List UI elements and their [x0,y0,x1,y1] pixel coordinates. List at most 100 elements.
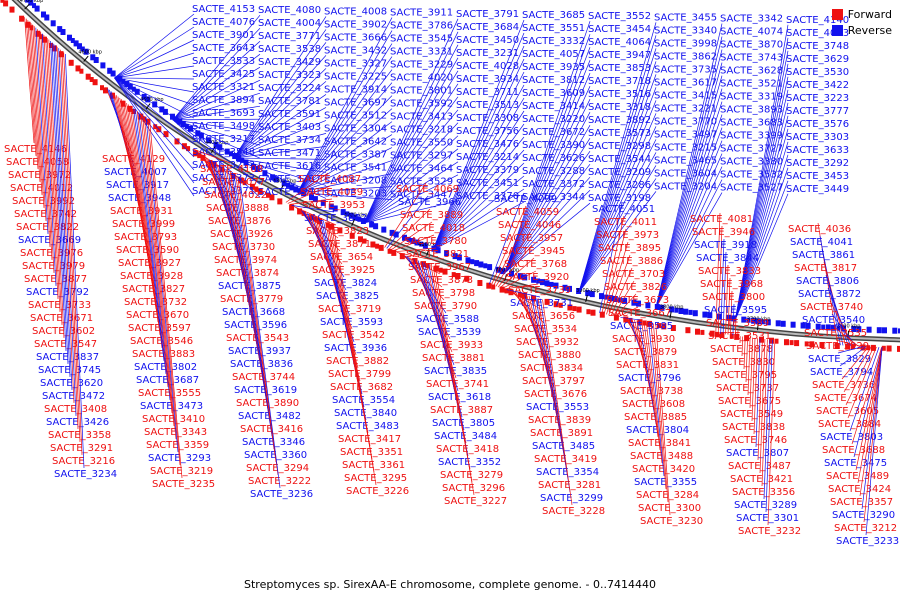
gene-label: SACTE_3429 [258,57,321,68]
gene-glyph [518,292,522,298]
gene-leader-line [128,104,159,323]
gene-leader-line [610,267,633,316]
gene-leader-line [504,163,591,274]
gene-label: SACTE_3288 [522,166,585,177]
gene-glyph [70,38,75,43]
gene-glyph [387,248,392,254]
gene-label: SACTE_3422 [786,80,849,91]
gene-leader-line [734,316,737,336]
gene-glyph [93,57,99,63]
gene-label: SACTE_3223 [786,93,849,104]
gene-glyph [131,109,136,114]
gene-leader-line [192,148,231,164]
gene-leader-line [363,31,459,224]
gene-label: SACTE_3935 [522,62,585,73]
gene-leader-line [839,346,867,367]
gene-leader-line [578,152,657,293]
gene-label: SACTE_3795 [714,370,777,381]
gene-label: SACTE_4108 [200,164,263,175]
gene-label: SACTE_4051 [592,204,655,215]
gene-glyph [375,243,380,249]
gene-leader-line [751,337,756,422]
gene-glyph [486,282,492,289]
gene-glyph [544,280,550,287]
gene-leader-line [578,61,657,293]
gene-glyph [77,43,82,50]
gene-label: SACTE_3387 [324,149,387,160]
gene-leader-line [578,87,657,293]
gene-leader-line [124,101,155,297]
gene-leader-line [821,248,844,346]
gene-leader-line [56,46,75,404]
gene-glyph [707,312,713,319]
gene-glyph [898,328,900,334]
gene-leader-line [578,48,657,293]
gene-label: SACTE_3271 [258,187,321,198]
axis-tick [585,294,588,303]
gene-leader-line [64,53,85,469]
legend-forward: Forward [831,6,892,22]
gene-glyph [198,132,204,139]
gene-leader-line [432,84,525,251]
gene-glyph [599,311,605,318]
gene-leader-line [172,105,261,121]
gene-leader-line [363,135,459,224]
gene-glyph [850,344,855,350]
gene-leader-line [539,298,571,493]
gene-label: SACTE_3415 [654,90,717,101]
gene-label: SACTE_3229 [390,60,453,71]
gene-glyph [612,296,618,302]
gene-leader-line [40,32,55,274]
gene-leader-line [135,109,167,375]
gene-label: SACTE_3803 [820,432,883,443]
gene-label: SACTE_3543 [226,333,289,344]
gene-glyph [688,309,693,315]
gene-glyph [25,0,31,3]
gene-label: SACTE_3465 [654,155,717,166]
gene-leader-line [172,79,261,121]
gene-glyph [474,260,480,267]
gene-label: SACTE_3361 [342,460,405,471]
gene-leader-line [606,241,629,315]
gene-glyph [289,184,295,191]
gene-glyph [120,100,126,107]
gene-glyph [110,70,116,77]
gene-label: SACTE_3551 [522,23,585,34]
gene-label: SACTE_3878 [710,344,773,355]
gene-leader-line [129,105,161,336]
gene-label: SACTE_3540 [802,315,865,326]
gene-label: SACTE_3925 [312,265,375,276]
gene-label: SACTE_3421 [730,474,793,485]
gene-glyph [544,298,550,305]
gene-leader-line [297,134,393,193]
gene-leader-line [297,43,393,193]
gene-leader-line [734,167,789,320]
gene-glyph [163,131,169,138]
gene-label: SACTE_3830 [712,357,775,368]
gene-leader-line [504,112,591,274]
gene-leader-line [734,115,789,320]
gene-label: SACTE_3592 [390,99,453,110]
gene-leader-line [863,347,883,523]
gene-label: SACTE_3930 [612,334,675,345]
gene-label: SACTE_4064 [588,37,651,48]
gene-leader-line [859,347,883,497]
gene-leader-line [499,257,535,288]
gene-leader-line [172,92,261,121]
gene-label: SACTE_3332 [522,36,585,47]
gene-leader-line [172,118,261,121]
gene-leader-line [734,141,789,320]
gene-glyph [685,327,691,334]
gene-leader-line [233,16,327,159]
gene-label: SACTE_3591 [258,109,321,120]
gene-label: SACTE_3735 [654,64,717,75]
gene-glyph [433,265,439,272]
axis-tick-label: 3900 kbp [576,288,600,294]
gene-leader-line [603,228,627,314]
gene-glyph [262,170,268,177]
gene-glyph [73,40,79,47]
gene-glyph [266,192,270,198]
gene-leader-line [655,140,723,309]
gene-leader-line [363,18,459,224]
gene-glyph [589,291,595,298]
